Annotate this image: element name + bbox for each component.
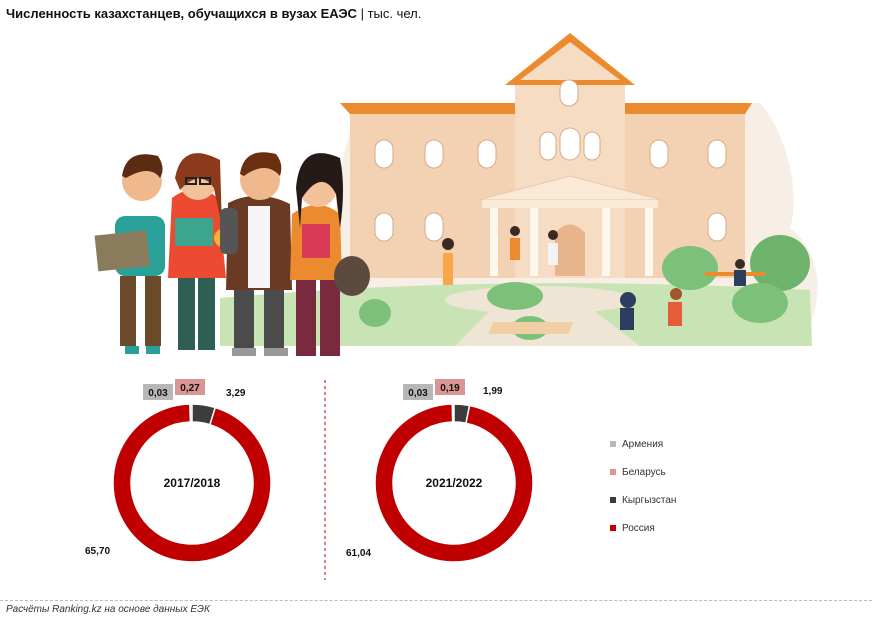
title-separator: | [360,6,364,21]
donut-center-label: 2017/2018 [164,476,221,490]
data-label-box [435,379,465,395]
legend-swatch [610,469,616,475]
legend-swatch [610,441,616,447]
footer-divider [0,600,872,601]
legend-label: Кыргызстан [622,494,677,506]
legend-swatch [610,497,616,503]
legend-label: Армения [622,438,664,450]
data-label-box [175,379,205,395]
page-title: Численность казахстанцев, обучащихся в в… [6,6,421,21]
data-label-1-2: 0,27 [180,383,200,394]
legend-swatch [610,525,616,531]
legend-item-russia: Россия [610,514,676,542]
data-label-1-1: 0,03 [148,388,168,399]
data-label-1-3: 3,29 [226,388,246,399]
data-label-2-3: 1,99 [483,386,503,397]
donut-slice-2-4 [374,403,534,563]
data-label-2-2: 0,19 [440,383,460,394]
data-label-2-1: 0,03 [408,388,428,399]
donut-charts: 2017/2018 0,03 0,27 3,29 65,70 2021/2022 0,03 0… [85,379,534,580]
title-main: Численность казахстанцев, обучащихся в в… [6,6,357,21]
donut-slice-1-4 [112,403,272,563]
data-label-2-4: 61,04 [346,548,371,559]
data-label-box [403,384,433,400]
title-unit: тыс. чел. [367,6,422,21]
source-note: Расчёты Ranking.kz на основе данных ЕЭК [6,604,210,615]
legend-label: Беларусь [622,466,666,478]
legend-item-armenia: Армения [610,430,676,458]
legend-item-kyrgyzstan: Кыргызстан [610,486,676,514]
data-label-box [143,384,173,400]
data-label-1-4: 65,70 [85,546,110,557]
university-illustration [94,33,818,356]
legend-label: Россия [622,522,655,534]
chart-legend: Армения Беларусь Кыргызстан Россия [610,430,676,542]
legend-item-belarus: Беларусь [610,458,676,486]
donut-center-label: 2021/2022 [426,476,483,490]
